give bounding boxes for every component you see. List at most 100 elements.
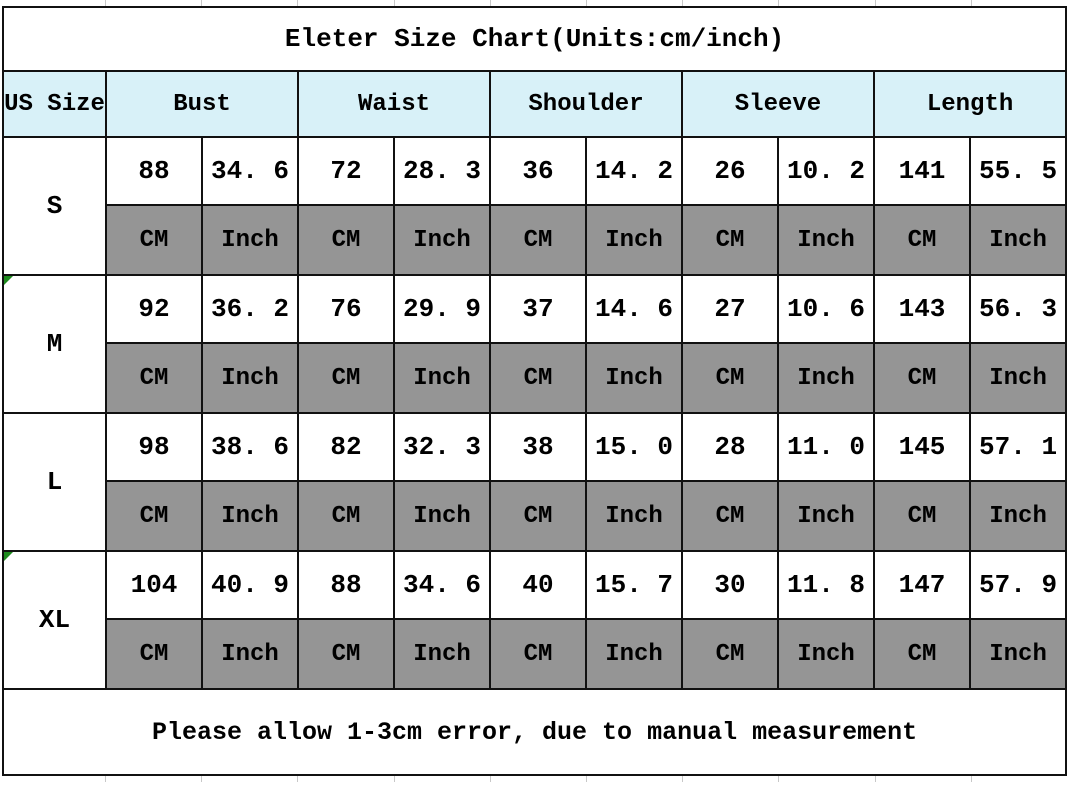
value-cell: 32. 3 xyxy=(393,412,491,482)
unit-label-cell: CM xyxy=(105,618,203,690)
value-cell: 36 xyxy=(489,136,587,206)
unit-label-cell: CM xyxy=(681,342,779,414)
unit-label-cell: Inch xyxy=(777,480,875,552)
unit-label-cell: Inch xyxy=(968,204,1068,276)
value-cell: 72 xyxy=(297,136,395,206)
units-row-l: CM Inch CM Inch CM Inch CM Inch CM Inch xyxy=(3,480,1068,552)
value-cell: 26 xyxy=(681,136,779,206)
value-cell: 34. 6 xyxy=(393,550,491,620)
header-bust: Bust xyxy=(105,70,299,138)
unit-label-cell: Inch xyxy=(201,618,299,690)
chart-title: Eleter Size Chart(Units:cm/inch) xyxy=(1,6,1068,72)
unit-label-cell: Inch xyxy=(777,342,875,414)
value-cell: 88 xyxy=(105,136,203,206)
header-row: US Size Bust Waist Shoulder Sleeve Lengt… xyxy=(2,70,1068,138)
value-cell: 27 xyxy=(681,274,779,344)
size-label: M xyxy=(46,329,63,359)
units-row-m: CM Inch CM Inch CM Inch CM Inch CM Inch xyxy=(3,342,1068,414)
values-row-xl: XL 104 40. 9 88 34. 6 40 15. 7 30 11. 8 … xyxy=(2,550,1068,690)
values-row-m: M 92 36. 2 76 29. 9 37 14. 6 27 10. 6 14… xyxy=(2,274,1068,414)
unit-label-cell: CM xyxy=(681,618,779,690)
header-length: Length xyxy=(872,70,1068,138)
unit-label-cell: CM xyxy=(489,480,587,552)
value-cell: 145 xyxy=(873,412,971,482)
unit-label-cell: CM xyxy=(297,342,395,414)
value-cell: 57. 1 xyxy=(968,412,1068,482)
value-cell: 82 xyxy=(297,412,395,482)
value-cell: 10. 2 xyxy=(777,136,875,206)
cell-corner-marker-icon xyxy=(5,277,13,285)
unit-label-cell: Inch xyxy=(585,618,683,690)
value-cell: 38 xyxy=(489,412,587,482)
value-cell: 76 xyxy=(297,274,395,344)
unit-label-cell: Inch xyxy=(968,618,1068,690)
header-us-size: US Size xyxy=(2,70,107,138)
unit-label-cell: Inch xyxy=(201,204,299,276)
header-shoulder: Shoulder xyxy=(489,70,683,138)
values-row-l: L 98 38. 6 82 32. 3 38 15. 0 28 11. 0 14… xyxy=(2,412,1068,552)
unit-label-cell: CM xyxy=(873,342,971,414)
unit-label-cell: Inch xyxy=(393,342,491,414)
unit-label-cell: CM xyxy=(681,204,779,276)
unit-label-cell: Inch xyxy=(777,204,875,276)
unit-label-cell: CM xyxy=(489,342,587,414)
unit-label-cell: Inch xyxy=(393,480,491,552)
value-cell: 15. 0 xyxy=(585,412,683,482)
unit-label-cell: CM xyxy=(873,480,971,552)
unit-label-cell: Inch xyxy=(968,342,1068,414)
value-cell: 40. 9 xyxy=(201,550,299,620)
footer-row: Please allow 1-3cm error, due to manual … xyxy=(1,688,1068,776)
value-cell: 104 xyxy=(105,550,203,620)
unit-label-cell: CM xyxy=(297,618,395,690)
value-cell: 28 xyxy=(681,412,779,482)
title-row: Eleter Size Chart(Units:cm/inch) xyxy=(1,6,1068,72)
units-row-xl: CM Inch CM Inch CM Inch CM Inch CM Inch xyxy=(3,618,1068,690)
values-row-s: S 88 34. 6 72 28. 3 36 14. 2 26 10. 2 14… xyxy=(2,136,1068,276)
value-cell: 92 xyxy=(105,274,203,344)
unit-label-cell: CM xyxy=(297,204,395,276)
value-cell: 30 xyxy=(681,550,779,620)
size-label: L xyxy=(46,467,63,497)
units-row-s: CM Inch CM Inch CM Inch CM Inch CM Inch xyxy=(3,204,1068,276)
value-cell: 34. 6 xyxy=(201,136,299,206)
unit-label-cell: Inch xyxy=(585,204,683,276)
unit-label-cell: CM xyxy=(105,342,203,414)
unit-label-cell: Inch xyxy=(585,342,683,414)
value-cell: 147 xyxy=(873,550,971,620)
size-cell-s: S xyxy=(2,136,107,276)
header-waist: Waist xyxy=(297,70,491,138)
cell-corner-marker-icon xyxy=(5,553,13,561)
value-cell: 37 xyxy=(489,274,587,344)
value-cell: 98 xyxy=(105,412,203,482)
value-cell: 55. 5 xyxy=(968,136,1068,206)
value-cell: 88 xyxy=(297,550,395,620)
value-cell: 29. 9 xyxy=(393,274,491,344)
footer-note-cell: Please allow 1-3cm error, due to manual … xyxy=(1,688,1068,776)
size-cell-xl: XL xyxy=(2,550,107,690)
value-cell: 10. 6 xyxy=(777,274,875,344)
value-cell: 15. 7 xyxy=(585,550,683,620)
value-cell: 14. 6 xyxy=(585,274,683,344)
unit-label-cell: CM xyxy=(681,480,779,552)
size-chart-table: Eleter Size Chart(Units:cm/inch) US Size… xyxy=(1,6,1068,776)
unit-label-cell: Inch xyxy=(968,480,1068,552)
unit-label-cell: Inch xyxy=(393,618,491,690)
unit-label-cell: CM xyxy=(297,480,395,552)
unit-label-cell: CM xyxy=(489,204,587,276)
value-cell: 57. 9 xyxy=(968,550,1068,620)
footer-note: Please allow 1-3cm error, due to manual … xyxy=(151,717,918,747)
unit-label-cell: CM xyxy=(105,480,203,552)
value-cell: 143 xyxy=(873,274,971,344)
value-cell: 28. 3 xyxy=(393,136,491,206)
top-partial-row xyxy=(2,0,1067,6)
unit-label-cell: Inch xyxy=(393,204,491,276)
unit-label-cell: Inch xyxy=(585,480,683,552)
size-label: S xyxy=(46,191,63,221)
size-cell-l: L xyxy=(2,412,107,552)
unit-label-cell: CM xyxy=(489,618,587,690)
unit-label-cell: Inch xyxy=(201,480,299,552)
bottom-partial-row xyxy=(2,776,1067,782)
unit-label-cell: CM xyxy=(873,618,971,690)
value-cell: 141 xyxy=(873,136,971,206)
value-cell: 36. 2 xyxy=(201,274,299,344)
